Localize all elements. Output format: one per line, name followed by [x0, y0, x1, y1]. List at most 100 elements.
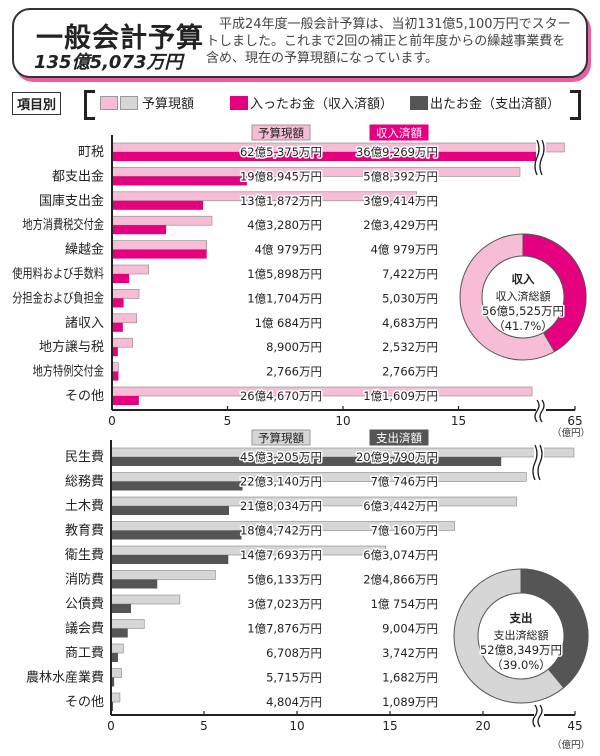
category-label: 消防費	[65, 572, 104, 588]
legend-bracket-left	[84, 90, 95, 120]
bar-budget	[111, 167, 521, 177]
value-label-budget: 62億5,375万円	[240, 145, 322, 159]
value-label-budget: 22億3,140万円	[240, 475, 322, 489]
category-label: 土木費	[65, 499, 104, 514]
legend-swatch-budget-gray	[120, 96, 138, 110]
legend: 項目別 予算現額 入ったお金（収入済額） 出たお金（支出済額）	[12, 90, 587, 120]
bar-row: その他 4,804万円 1,089万円	[65, 692, 440, 711]
category-label: 地方譲与税	[39, 339, 104, 355]
x-tick-label: 10	[289, 719, 304, 733]
value-label-budget: 4億 979万円	[255, 243, 322, 257]
page-title: 一般会計予算	[36, 23, 204, 54]
category-label: 国庫支出金	[39, 193, 104, 209]
bar-budget	[110, 668, 122, 678]
category-label: その他	[65, 695, 104, 710]
bar-row: 議会費 1億7,876万円 9,004万円	[65, 619, 440, 638]
bar-expense	[111, 579, 158, 589]
bar-expense	[111, 677, 115, 687]
value-label-expense: 9,004万円	[382, 622, 438, 636]
axis-break-mark	[534, 139, 540, 176]
unit-label: （億円）	[552, 739, 590, 751]
value-label-budget: 18億4,742万円	[240, 524, 322, 538]
column-header-actual: 支出済額	[376, 431, 422, 445]
donut-total: 52億8,349万円	[480, 643, 562, 657]
category-label: 農林水産業費	[26, 670, 104, 686]
bar-expense	[111, 506, 230, 515]
legend-expense-label: 出たお金（支出済額）	[430, 97, 561, 112]
bar-row: 商工費 6,708万円 3,742万円	[65, 643, 440, 662]
donut-remaining	[453, 568, 589, 704]
bar-budget	[110, 692, 121, 703]
bar-budget	[111, 240, 207, 250]
bar-row: 地方特例交付金 2,766万円 2,766万円	[33, 362, 440, 381]
bar-budget	[111, 289, 140, 299]
axis-break-gap	[534, 705, 539, 727]
value-label-budget: 1億5,898万円	[247, 267, 322, 281]
bar-budget	[111, 142, 565, 153]
bar-expense	[111, 481, 243, 491]
bar-budget	[111, 337, 133, 348]
axis-break-gap	[541, 400, 546, 422]
value-label-budget: 4億3,280万円	[247, 218, 322, 232]
bar-income	[112, 396, 139, 405]
value-label-budget: 5億6,133万円	[247, 573, 322, 587]
value-label-expense: 6億3,074万円	[363, 548, 438, 562]
column-header-box	[369, 124, 429, 141]
legend-bracket-right	[570, 90, 581, 120]
category-label: 民生費	[65, 450, 104, 465]
donut-title: 収入	[512, 272, 535, 286]
axis-break-mark	[532, 704, 538, 728]
x-tick-label: 15	[451, 414, 466, 428]
category-label: 諸収入	[65, 315, 104, 331]
value-label-income: 3億9,414万円	[363, 194, 438, 208]
value-label-budget: 45億3,205万円	[240, 450, 322, 464]
column-header-budget: 予算現額	[258, 431, 304, 445]
bar-budget	[110, 447, 575, 458]
category-label: 総務費	[65, 475, 104, 490]
bar-expense	[111, 653, 118, 662]
column-header-box	[251, 124, 311, 141]
donut-hole	[481, 255, 565, 339]
bar-income	[112, 298, 124, 308]
budget-total: 135億5,073万円	[34, 52, 183, 73]
bar-budget	[110, 594, 181, 605]
bar-row: 地方消費税交付金 4億3,280万円 2億3,429万円	[22, 215, 440, 235]
header-description: 平成24年度一般会計予算は、当初131億5,100万円でスタートしました。これま…	[206, 17, 571, 66]
bar-row: 土木費 21億8,034万円 6億3,442万円	[65, 496, 517, 515]
bar-budget	[110, 496, 517, 507]
x-tick-label: 5	[200, 719, 208, 733]
value-label-budget: 13億1,872万円	[240, 194, 322, 208]
bar-income	[112, 274, 130, 283]
donut-total: 56億5,525万円	[482, 304, 564, 318]
value-label-budget: 26億4,670万円	[240, 389, 322, 403]
x-tick-label: 20	[475, 719, 490, 733]
bar-budget	[111, 191, 417, 202]
bar-budget	[111, 313, 137, 324]
category-label: 都支出金	[52, 168, 104, 184]
legend-swatch-income	[230, 96, 248, 110]
x-tick-label: 0	[108, 414, 116, 428]
bar-income	[112, 225, 167, 235]
legend-income-label: 入ったお金（収入済額）	[250, 97, 394, 112]
value-label-expense: 1,089万円	[382, 695, 438, 709]
value-label-budget: 21億8,034万円	[240, 499, 322, 513]
bar-budget	[111, 215, 213, 226]
category-label: 地方消費税交付金	[22, 217, 104, 233]
axis-break-mark	[532, 444, 538, 481]
bar-row: その他 26億4,670万円 1億1,609万円	[65, 386, 533, 405]
value-label-budget: 1億1,704万円	[247, 291, 322, 305]
category-label: 教育費	[65, 523, 104, 539]
bar-row: 都支出金 19億8,945万円 5億8,392万円	[52, 167, 521, 186]
legend-swatch-expense	[410, 96, 428, 110]
value-label-income: 1億1,609万円	[363, 389, 438, 403]
axis-break-gap	[536, 140, 541, 175]
bar-row: 地方譲与税 8,900万円 2,532万円	[39, 337, 440, 357]
bar-row: 諸収入 1億 684万円 4,683万円	[65, 313, 440, 332]
axis-break-mark	[537, 704, 543, 728]
donut-remaining	[459, 233, 587, 361]
category-label: 商工費	[65, 646, 104, 661]
column-header-box	[251, 429, 311, 446]
bar-income	[112, 152, 545, 161]
value-label-budget: 8,900万円	[266, 340, 322, 354]
